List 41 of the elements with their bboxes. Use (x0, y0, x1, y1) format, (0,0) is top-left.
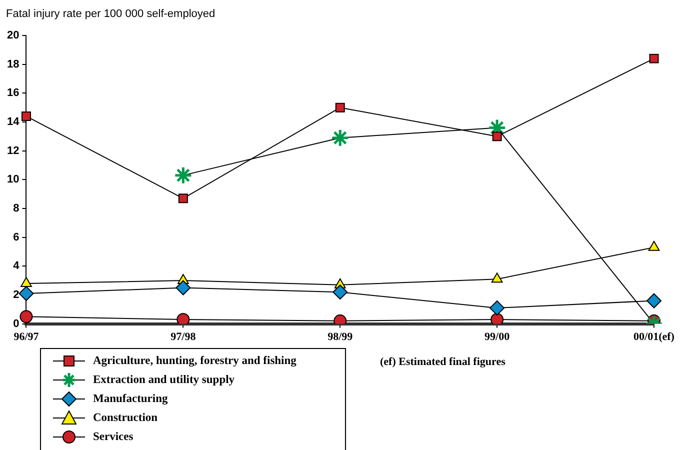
y-tick-label: 10 (6, 174, 20, 186)
legend-label: Services (93, 430, 134, 442)
y-axis-title: Fatal injury rate per 100 000 self-employed (6, 8, 216, 20)
point (178, 194, 188, 204)
point (21, 111, 31, 121)
x-tick-label: 97/98 (170, 331, 196, 344)
point (649, 54, 659, 64)
point (490, 312, 504, 324)
y-tick-label: 16 (6, 87, 20, 100)
point (491, 272, 503, 283)
point (648, 240, 660, 251)
point (646, 293, 662, 308)
y-tick-label: 6 (13, 231, 20, 244)
y-tick-label: 12 (6, 144, 20, 157)
y-tick-label: 0 (13, 318, 20, 330)
y-tick-label: 18 (6, 58, 20, 70)
point (20, 310, 33, 324)
x-tick-label: 96/97 (14, 331, 40, 344)
point (18, 286, 34, 302)
point (176, 280, 191, 296)
point (335, 102, 345, 112)
legend-label: Extraction and utility supply (93, 374, 235, 386)
x-tick-label: 99/00 (484, 331, 510, 344)
text: (ef) Estimated final figures (380, 356, 506, 368)
legend-label: Construction (93, 412, 158, 424)
point (492, 132, 502, 142)
legend-label: Manufacturing (93, 392, 168, 404)
point (332, 284, 348, 300)
point (490, 300, 505, 316)
point (330, 128, 350, 148)
y-tick-label: 8 (13, 202, 20, 215)
x-tick-label: 00/01(ef) (634, 331, 675, 344)
point (176, 312, 190, 324)
x-tick-label: 98/99 (328, 331, 354, 344)
y-tick-label: 2 (13, 289, 20, 301)
point (174, 166, 192, 185)
point (20, 276, 32, 287)
y-tick-label: 14 (6, 116, 20, 128)
y-tick-label: 4 (13, 260, 20, 272)
legend-label: Agriculture, hunting, forestry and fishing (93, 354, 296, 366)
y-tick-label: 20 (6, 30, 20, 42)
